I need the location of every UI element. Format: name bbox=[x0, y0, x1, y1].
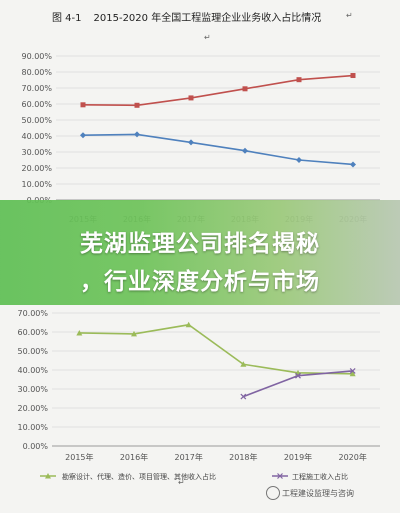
data-point bbox=[131, 330, 137, 337]
paragraph-mark: ↵ bbox=[204, 33, 211, 42]
x-tick-label: 2017年 bbox=[174, 452, 202, 462]
y-tick-label: 50.00% bbox=[17, 347, 48, 356]
y-tick-label: 40.00% bbox=[17, 366, 48, 375]
data-point bbox=[240, 361, 247, 367]
series-line bbox=[82, 133, 354, 166]
wechat-icon bbox=[266, 486, 280, 500]
data-point bbox=[295, 372, 301, 379]
legend-label: 工程施工收入占比 bbox=[292, 472, 348, 481]
y-tick-label: 70.00% bbox=[17, 309, 48, 318]
y-tick-label: 90.00% bbox=[21, 52, 52, 61]
data-point bbox=[240, 393, 247, 400]
data-point bbox=[350, 73, 356, 79]
y-tick-label: 10.00% bbox=[17, 423, 48, 432]
y-tick-label: 60.00% bbox=[21, 100, 52, 109]
y-tick-label: 50.00% bbox=[21, 116, 52, 125]
y-tick-label: 30.00% bbox=[17, 385, 48, 394]
data-point bbox=[134, 131, 140, 138]
y-tick-label: 20.00% bbox=[21, 164, 52, 173]
data-point bbox=[242, 147, 248, 154]
figure-caption: 图 4-1 2015-2020 年全国工程监理企业业务收入占比情况 bbox=[52, 9, 321, 24]
y-tick-label: 60.00% bbox=[17, 328, 48, 337]
series-line bbox=[79, 323, 353, 375]
y-tick-label: 0.00% bbox=[23, 442, 49, 451]
series-line bbox=[82, 74, 354, 107]
y-tick-label: 20.00% bbox=[17, 404, 48, 413]
data-point bbox=[277, 473, 283, 479]
paragraph-mark: ↵ bbox=[178, 478, 185, 487]
data-point bbox=[45, 473, 51, 479]
banner-title-line2: ，行业深度分析与市场 bbox=[80, 269, 320, 295]
figure-number: 图 4-1 bbox=[52, 13, 82, 24]
data-point bbox=[80, 132, 86, 139]
data-point bbox=[76, 329, 83, 336]
data-point bbox=[296, 77, 302, 83]
data-point bbox=[185, 321, 192, 328]
y-tick-label: 30.00% bbox=[21, 148, 52, 157]
x-tick-label: 2020年 bbox=[338, 452, 366, 462]
x-tick-label: 2019年 bbox=[284, 452, 312, 462]
banner-title-line1: 芜湖监理公司排名揭秘 bbox=[80, 231, 320, 257]
data-point bbox=[188, 139, 194, 146]
figure-title: 2015-2020 年全国工程监理企业业务收入占比情况 bbox=[93, 13, 322, 24]
y-tick-label: 70.00% bbox=[21, 84, 52, 93]
x-tick-label: 2016年 bbox=[120, 452, 148, 462]
x-tick-label: 2018年 bbox=[229, 452, 257, 462]
data-point bbox=[349, 370, 356, 377]
data-point bbox=[80, 102, 86, 108]
y-tick-label: 10.00% bbox=[21, 180, 52, 189]
data-point bbox=[134, 102, 140, 108]
y-tick-label: 40.00% bbox=[21, 132, 52, 141]
x-tick-label: 2015年 bbox=[65, 452, 93, 462]
data-point bbox=[242, 86, 248, 92]
data-point bbox=[296, 157, 302, 163]
paragraph-mark: ↵ bbox=[346, 11, 353, 20]
title-banner bbox=[0, 200, 400, 305]
data-point bbox=[188, 95, 194, 101]
data-point bbox=[349, 368, 356, 374]
watermark: 工程建设监理与咨询 bbox=[282, 489, 354, 498]
data-point bbox=[350, 161, 356, 168]
y-tick-label: 80.00% bbox=[21, 68, 52, 77]
legend-label: 勘察设计、代理、造价、项目管理、其他收入占比 bbox=[62, 472, 216, 481]
